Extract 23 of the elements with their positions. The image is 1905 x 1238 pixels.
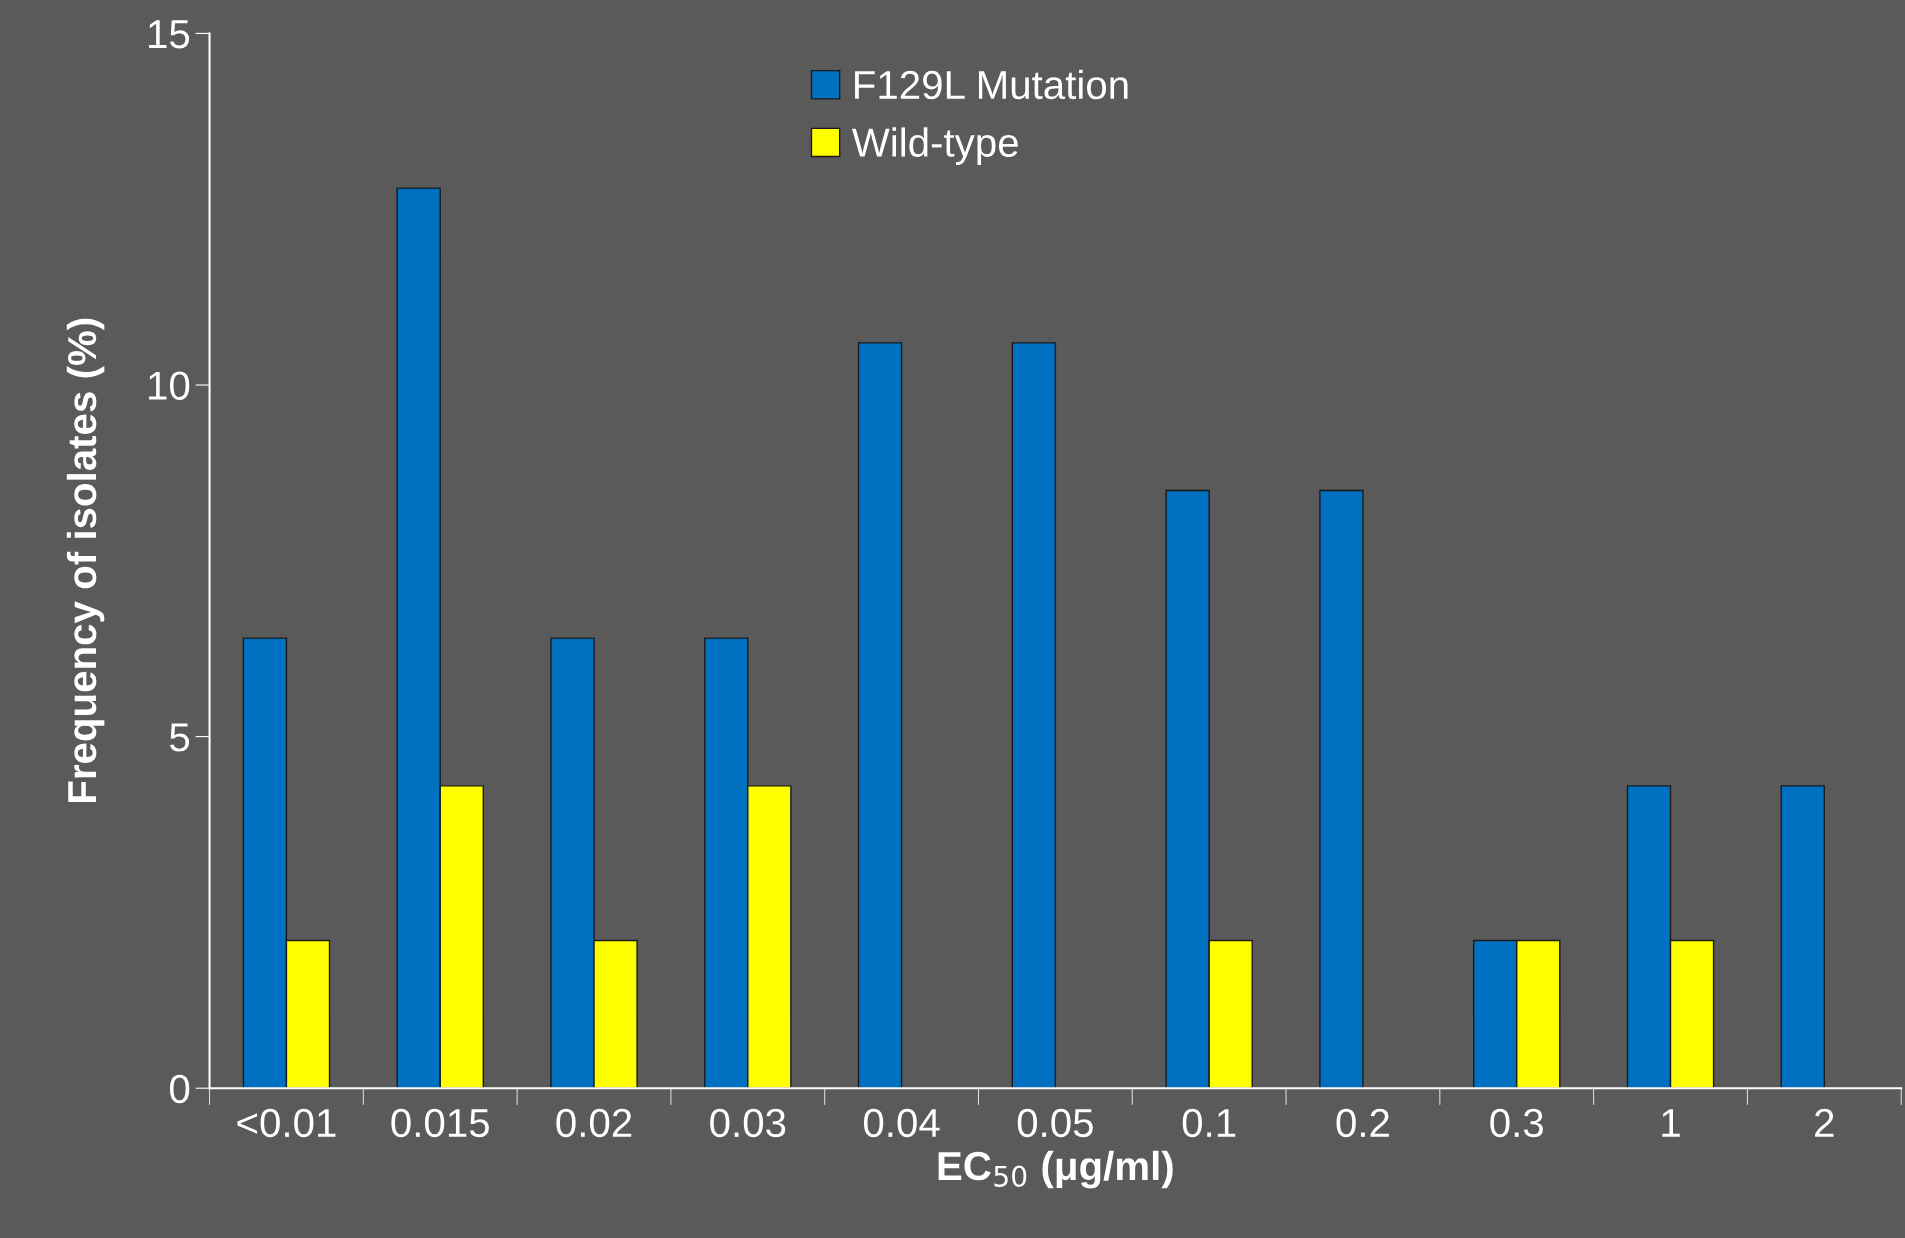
x-tick-label: 0.04 — [863, 1108, 940, 1138]
x-tick-label: 2 — [1815, 1108, 1834, 1137]
x-tick-label: 0.3 — [1490, 1108, 1543, 1138]
legend-label: F129L Mutation — [855, 69, 1128, 100]
bar — [857, 342, 903, 1089]
x-tick-label: <0.01 — [237, 1108, 336, 1138]
bar — [1319, 489, 1364, 1089]
bar — [1011, 342, 1057, 1089]
bar — [1780, 785, 1825, 1089]
y-tick-label: 0 — [169, 1074, 190, 1104]
x-tick-label: 0.1 — [1182, 1108, 1236, 1138]
x-tick-label: 0.02 — [556, 1108, 632, 1138]
x-tick-label: 0.2 — [1336, 1108, 1389, 1138]
x-tick-label: 0.03 — [710, 1108, 786, 1138]
x-tick-label: 1 — [1662, 1109, 1680, 1137]
y-tick-label: 5 — [170, 723, 190, 752]
y-tick-label: 15 — [149, 20, 190, 49]
x-axis-title: EC$_{50}$ (μg/ml) — [938, 1150, 1173, 1189]
y-axis-title: Frequency of isolates (%) — [66, 318, 105, 803]
x-tick-label: 0.05 — [1017, 1108, 1093, 1138]
y-tick-label: 10 — [149, 371, 190, 401]
legend-label: Wild-type — [851, 127, 1018, 165]
x-tick-label: 0.015 — [391, 1108, 489, 1138]
